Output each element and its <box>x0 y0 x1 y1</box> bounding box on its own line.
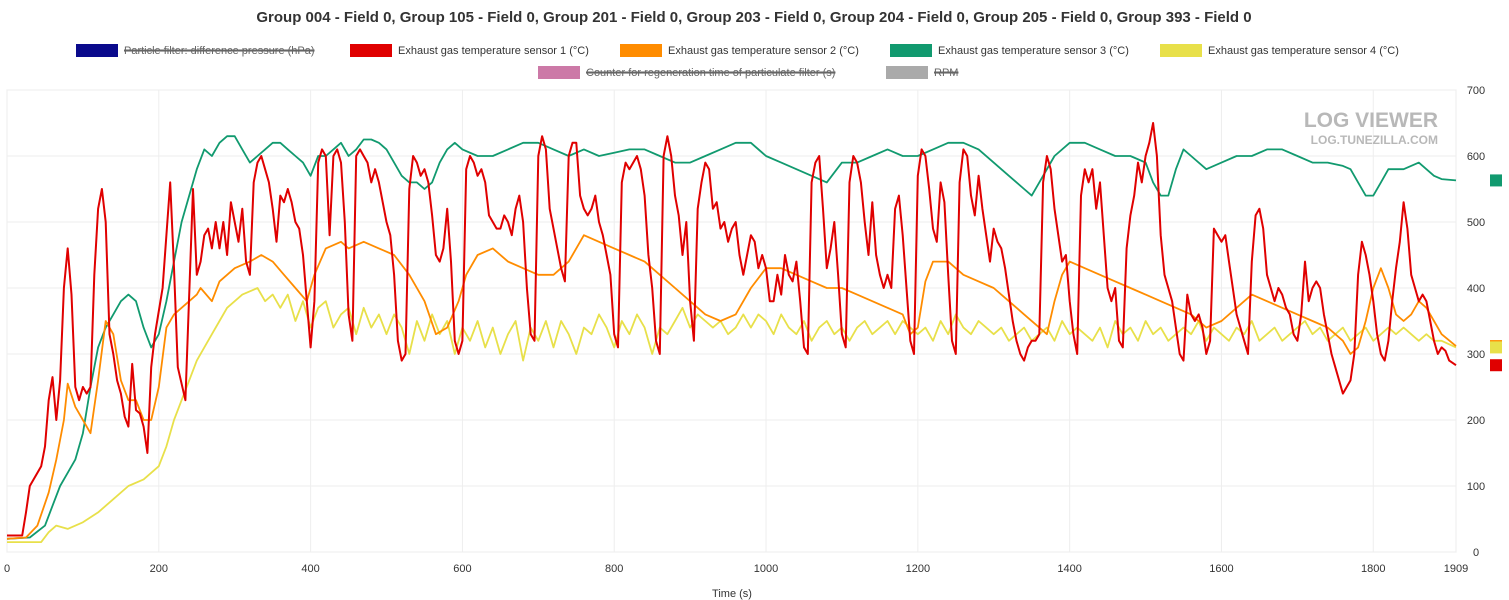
last-value-marker-3 <box>1490 174 1502 187</box>
x-tick-label: 800 <box>605 563 623 575</box>
x-axis-label: Time (s) <box>712 588 752 600</box>
series-line-4 <box>7 287 1457 543</box>
legend-label: RPM <box>934 67 958 79</box>
legend: Particle filter: difference pressure (hP… <box>76 44 1399 79</box>
legend-swatch <box>890 44 932 57</box>
last-value-marker-1 <box>1490 359 1502 372</box>
watermark-title: LOG VIEWER <box>1304 109 1438 132</box>
legend-label: Exhaust gas temperature sensor 1 (°C) <box>398 45 589 57</box>
plot-area <box>6 89 1457 553</box>
chart-title: Group 004 - Field 0, Group 105 - Field 0… <box>256 9 1251 26</box>
y-tick-label: 400 <box>1467 283 1485 295</box>
legend-item-0[interactable]: Particle filter: difference pressure (hP… <box>76 44 315 57</box>
legend-swatch <box>620 44 662 57</box>
last-value-markers <box>1490 174 1502 372</box>
axes: 0 200 400 600 800 1000 1200 1400 1600 1800 1909 0 10… <box>4 85 1485 575</box>
watermark-url: LOG.TUNEZILLA.COM <box>1311 133 1438 147</box>
x-tick-label: 1600 <box>1209 563 1233 575</box>
y-tick-label: 300 <box>1467 349 1485 361</box>
y-tick-label: 600 <box>1467 151 1485 163</box>
plot-frame <box>6 89 1457 553</box>
legend-label: Counter for regeneration time of particu… <box>586 67 835 79</box>
legend-item-2[interactable]: Exhaust gas temperature sensor 2 (°C) <box>620 44 859 57</box>
y-tick-label: 500 <box>1467 217 1485 229</box>
legend-label: Particle filter: difference pressure (hP… <box>124 45 315 57</box>
y-tick-label: 700 <box>1467 85 1485 97</box>
legend-swatch <box>538 66 580 79</box>
watermark: LOG VIEWER LOG.TUNEZILLA.COM <box>1304 109 1438 147</box>
legend-swatch <box>1160 44 1202 57</box>
x-tick-label: 600 <box>453 563 471 575</box>
legend-swatch <box>76 44 118 57</box>
y-tick-label: 100 <box>1467 481 1485 493</box>
legend-item-1[interactable]: Exhaust gas temperature sensor 1 (°C) <box>350 44 589 57</box>
series-line-1 <box>7 122 1457 537</box>
grid <box>6 89 1457 553</box>
y-tick-label: 0 <box>1473 547 1479 559</box>
x-tick-label: 1909 <box>1444 563 1468 575</box>
legend-label: Exhaust gas temperature sensor 4 (°C) <box>1208 45 1399 57</box>
legend-item-5[interactable]: Counter for regeneration time of particu… <box>538 66 836 79</box>
x-tick-label: 1400 <box>1057 563 1081 575</box>
x-tick-label: 1000 <box>754 563 778 575</box>
x-tick-label: 400 <box>301 563 319 575</box>
legend-item-6[interactable]: RPM <box>886 66 959 79</box>
series-line-3 <box>6 135 1457 540</box>
x-tick-label: 1800 <box>1361 563 1385 575</box>
x-tick-label: 0 <box>4 563 10 575</box>
legend-swatch <box>886 66 928 79</box>
last-value-marker-4 <box>1490 341 1502 354</box>
legend-item-4[interactable]: Exhaust gas temperature sensor 4 (°C) <box>1160 44 1399 57</box>
x-tick-label: 200 <box>150 563 168 575</box>
legend-label: Exhaust gas temperature sensor 3 (°C) <box>938 45 1129 57</box>
legend-swatch <box>350 44 392 57</box>
y-tick-label: 200 <box>1467 415 1485 427</box>
legend-item-3[interactable]: Exhaust gas temperature sensor 3 (°C) <box>890 44 1129 57</box>
series-lines <box>6 122 1457 543</box>
x-tick-label: 1200 <box>906 563 930 575</box>
legend-label: Exhaust gas temperature sensor 2 (°C) <box>668 45 859 57</box>
